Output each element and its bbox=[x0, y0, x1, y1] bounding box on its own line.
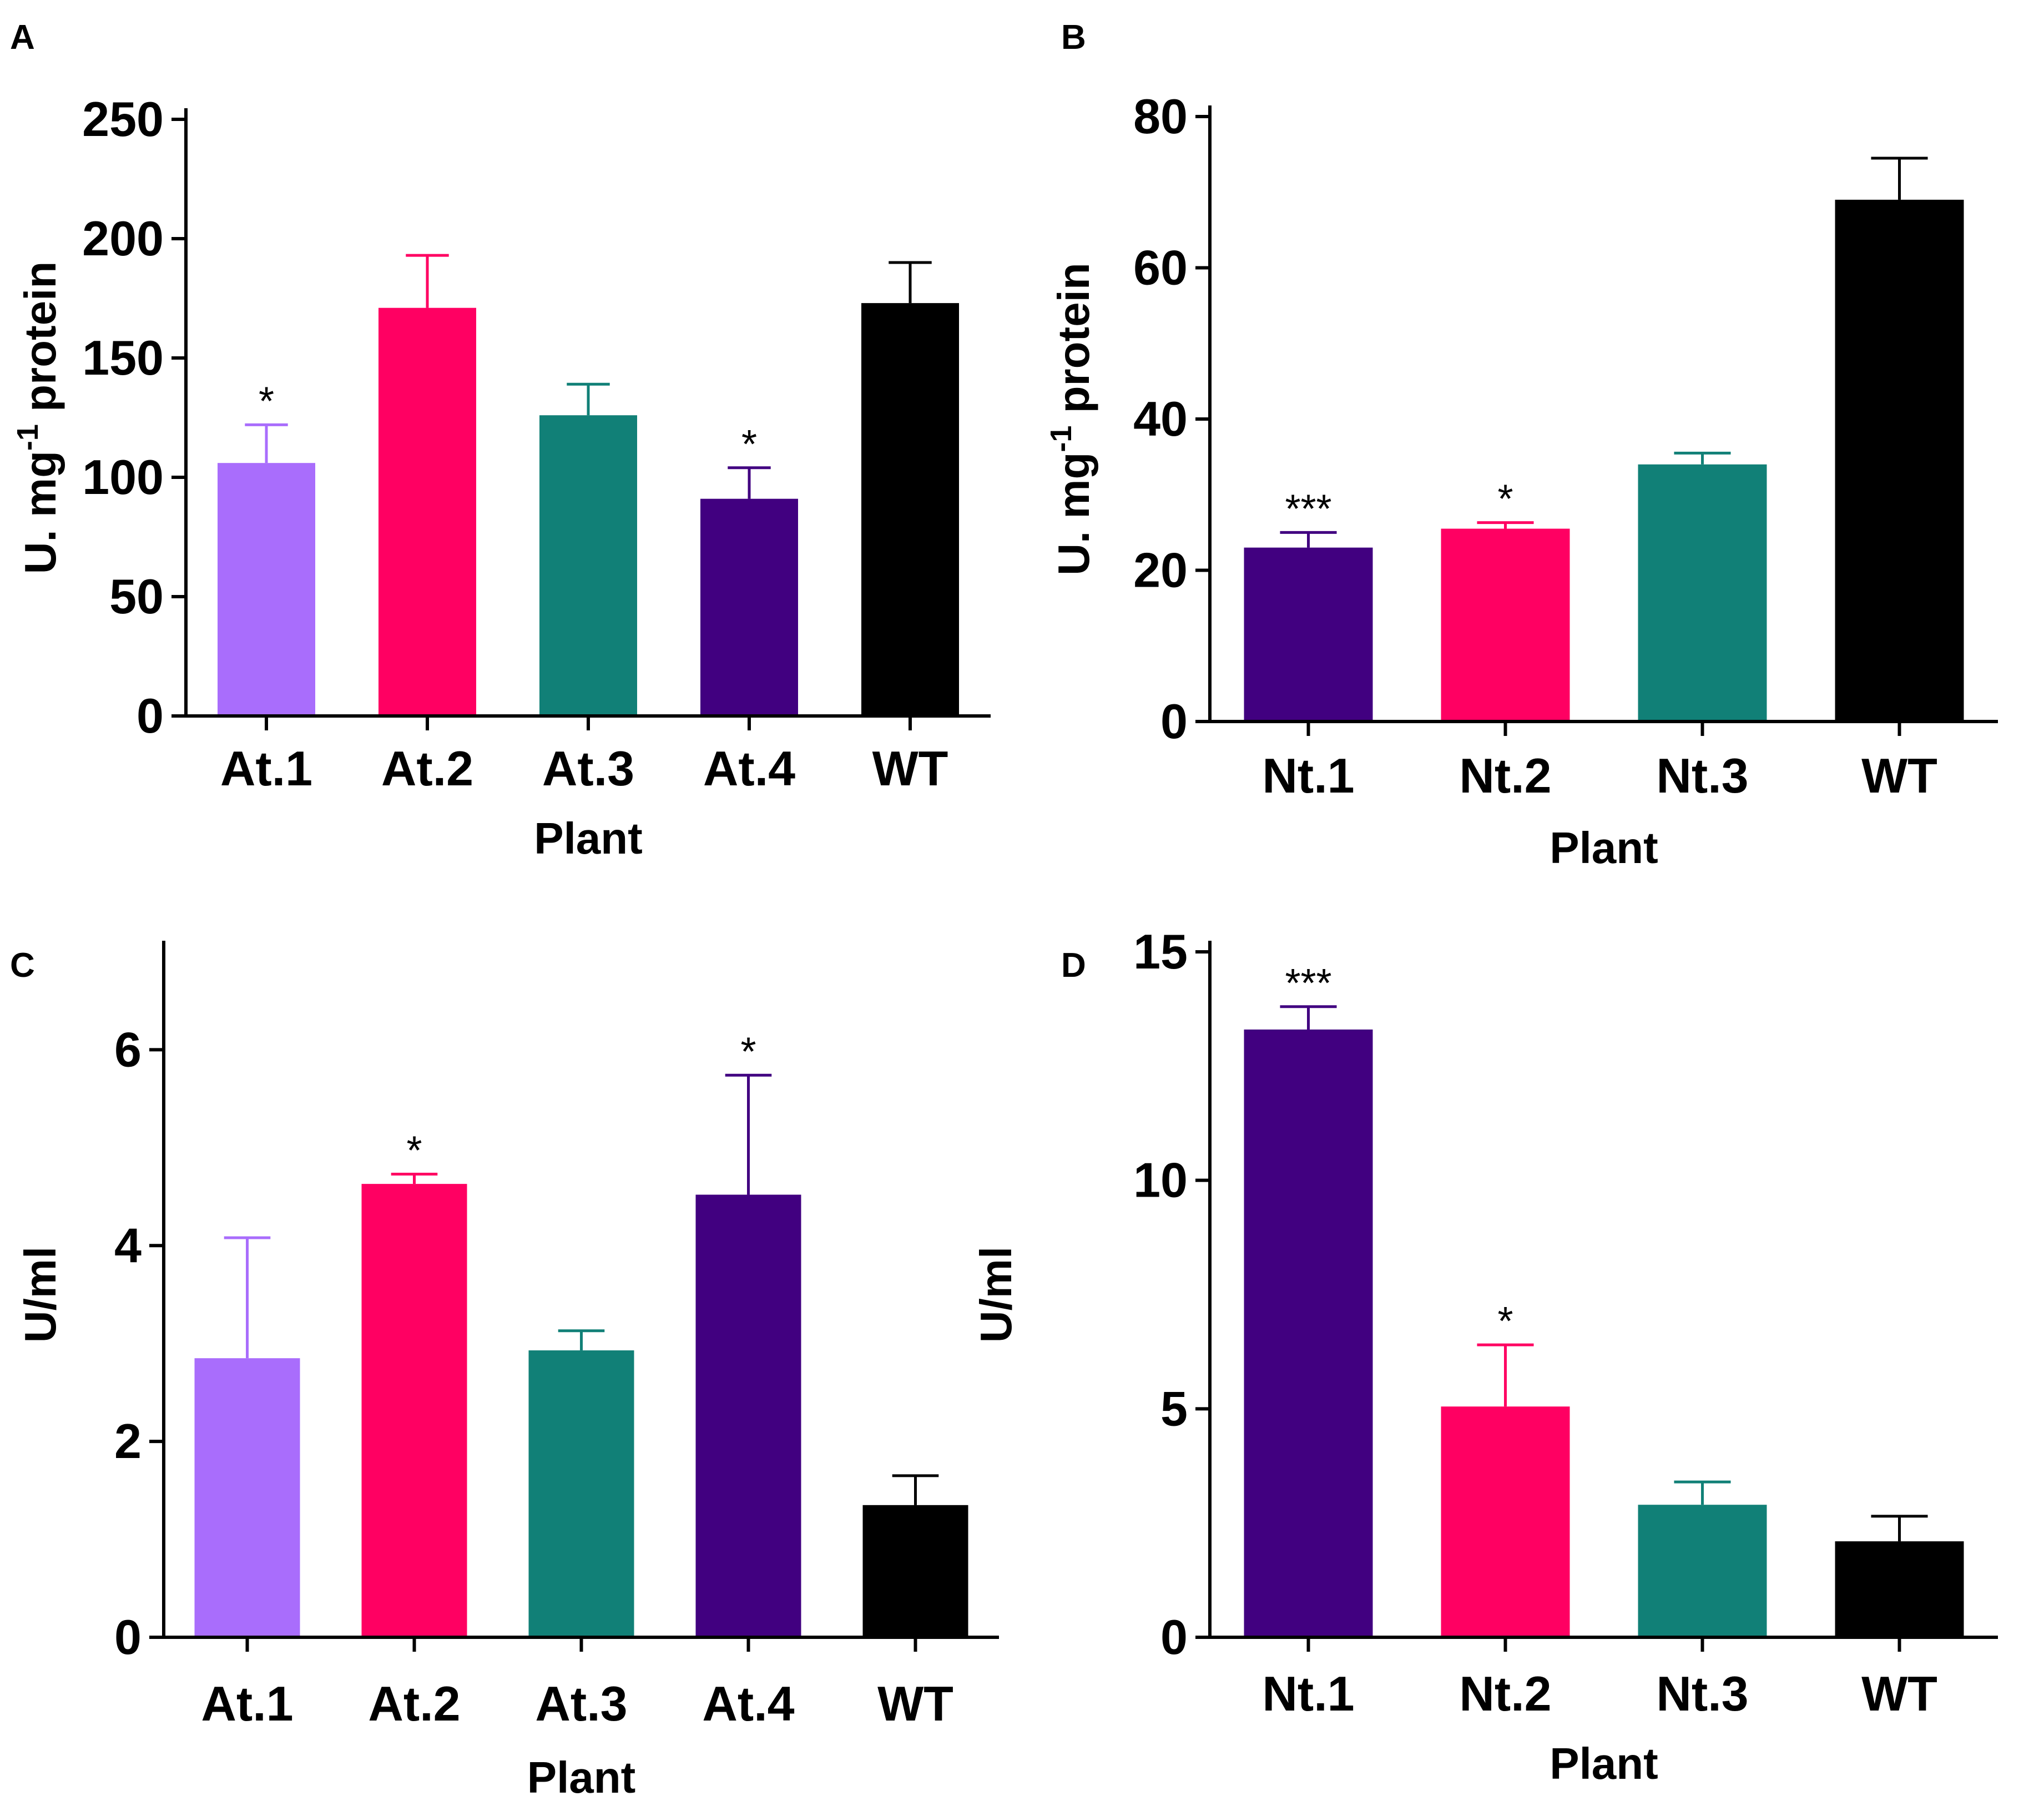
panel-a-significance-0: * bbox=[259, 379, 274, 423]
panel-b-ytick-label-0: 0 bbox=[1160, 694, 1188, 749]
panel-d-ytick-label-1: 5 bbox=[1160, 1381, 1188, 1436]
panel-a-ytick-label-5: 250 bbox=[82, 92, 164, 147]
panel-c: C * * 0 2 4 6 At.1 At.2 At.3 At.4 WT Plant U/ml bbox=[10, 941, 999, 1802]
panel-a-bar-1 bbox=[378, 307, 476, 716]
panel-c-ytick-label-3: 6 bbox=[114, 1022, 142, 1077]
panel-d-xtick-label-0: Nt.1 bbox=[1262, 1666, 1354, 1721]
panel-c-significance-1: * bbox=[406, 1128, 422, 1173]
panel-b-ytick-label-3: 60 bbox=[1133, 240, 1188, 295]
panel-b-bar-0 bbox=[1244, 547, 1373, 722]
panel-label-c: C bbox=[10, 946, 35, 985]
panel-b-y-axis-title: U. mg-1 protein bbox=[1044, 263, 1098, 576]
panel-d-ytick-label-3: 15 bbox=[1133, 924, 1188, 979]
panel-c-ytick-label-2: 4 bbox=[114, 1218, 142, 1273]
panel-c-xtick-label-0: At.1 bbox=[201, 1676, 293, 1731]
panel-c-xtick-label-2: At.3 bbox=[535, 1676, 627, 1731]
panel-a-xtick-label-4: WT bbox=[872, 741, 948, 796]
panel-a-bar-0 bbox=[218, 463, 315, 716]
panel-a-xtick-label-2: At.3 bbox=[542, 741, 634, 796]
panel-a-x-axis-title: Plant bbox=[534, 814, 643, 863]
panel-b-bar-2 bbox=[1638, 464, 1767, 722]
panel-b-xtick-label-0: Nt.1 bbox=[1262, 748, 1354, 803]
panel-d-bar-2 bbox=[1638, 1505, 1767, 1637]
panel-a-significance-3: * bbox=[741, 422, 757, 467]
panel-c-bar-1 bbox=[361, 1184, 467, 1637]
panel-a-y-axis-title: U. mg-1 protein bbox=[11, 261, 65, 574]
panel-d-bar-0 bbox=[1244, 1029, 1373, 1637]
panel-b-ytick-label-1: 20 bbox=[1133, 543, 1188, 598]
panel-b-ytick-label-2: 40 bbox=[1133, 391, 1188, 446]
panel-b-significance-0: *** bbox=[1285, 487, 1331, 531]
panel-d-x-axis-title: Plant bbox=[1550, 1739, 1658, 1788]
panel-a-xtick-label-3: At.4 bbox=[703, 741, 795, 796]
panel-d-significance-1: * bbox=[1497, 1299, 1513, 1344]
panel-a-ytick-label-3: 150 bbox=[82, 330, 164, 385]
panel-c-bar-4 bbox=[862, 1505, 968, 1637]
panel-c-ytick-label-1: 2 bbox=[114, 1414, 142, 1469]
panel-c-bar-2 bbox=[528, 1350, 634, 1637]
panel-c-ytick-label-0: 0 bbox=[114, 1610, 142, 1664]
panel-a-ytick-label-2: 100 bbox=[82, 450, 164, 505]
panel-b-bar-3 bbox=[1835, 199, 1964, 722]
panel-label-a: A bbox=[10, 18, 35, 57]
panel-d-bar-3 bbox=[1835, 1541, 1964, 1637]
panel-b-bar-1 bbox=[1441, 528, 1570, 722]
panel-a-bar-2 bbox=[539, 415, 637, 716]
panel-c-y-axis-title: U/ml bbox=[16, 1247, 65, 1343]
panel-b-xtick-label-2: Nt.3 bbox=[1656, 748, 1748, 803]
panel-label-d: D bbox=[1061, 946, 1086, 985]
panel-d-ytick-label-0: 0 bbox=[1160, 1610, 1188, 1664]
panel-c-significance-3: * bbox=[740, 1030, 756, 1074]
panel-b-xtick-label-1: Nt.2 bbox=[1459, 748, 1551, 803]
panel-label-b: B bbox=[1061, 18, 1086, 57]
panel-a-ytick-label-1: 50 bbox=[109, 569, 164, 624]
panel-a-xtick-label-0: At.1 bbox=[220, 741, 312, 796]
panel-a-ytick-label-0: 0 bbox=[137, 688, 164, 743]
panel-d-y-axis-title: U/ml bbox=[971, 1247, 1021, 1343]
panel-c-x-axis-title: Plant bbox=[527, 1753, 636, 1802]
panel-b-significance-1: * bbox=[1497, 477, 1513, 522]
panel-d-significance-0: *** bbox=[1285, 961, 1331, 1006]
panel-a-bar-4 bbox=[861, 303, 959, 716]
panel-a-xtick-label-1: At.2 bbox=[381, 741, 473, 796]
panel-b-x-axis-title: Plant bbox=[1550, 823, 1658, 872]
panel-d-xtick-label-2: Nt.3 bbox=[1656, 1666, 1748, 1721]
panel-a-ytick-label-4: 200 bbox=[82, 211, 164, 266]
panel-d-xtick-label-1: Nt.2 bbox=[1459, 1666, 1551, 1721]
panel-d-bar-1 bbox=[1441, 1406, 1570, 1637]
panel-c-xtick-label-3: At.4 bbox=[702, 1676, 794, 1731]
panel-c-bar-3 bbox=[695, 1194, 801, 1637]
panel-c-xtick-label-1: At.2 bbox=[368, 1676, 460, 1731]
panel-c-bar-0 bbox=[194, 1358, 300, 1637]
panel-b-ytick-label-4: 80 bbox=[1133, 89, 1188, 144]
panel-a-bar-3 bbox=[700, 498, 798, 716]
panel-d-xtick-label-3: WT bbox=[1861, 1666, 1937, 1721]
panel-b-xtick-label-3: WT bbox=[1861, 748, 1937, 803]
panel-a: A * * 0 50 100 150 200 250 At.1 At.2 At.3 At.4 WT Pla… bbox=[10, 18, 991, 863]
panel-c-xtick-label-4: WT bbox=[877, 1676, 953, 1731]
panel-d-ytick-label-2: 10 bbox=[1133, 1153, 1188, 1208]
